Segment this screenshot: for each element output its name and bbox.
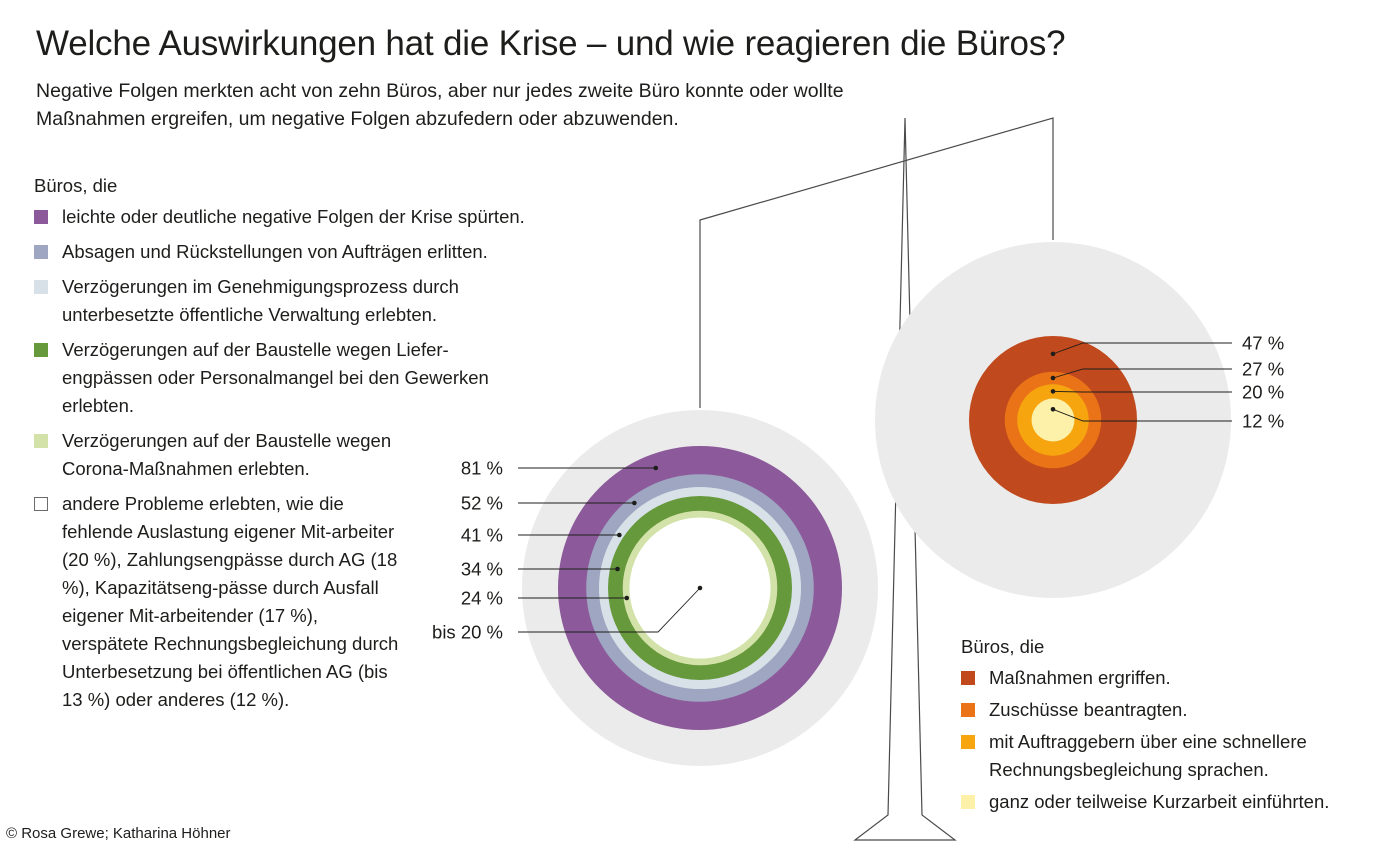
leader-line xyxy=(1052,408,1232,422)
left-circles: 81 % 52 % 41 % 34 % 24 % bis 20 % xyxy=(432,410,878,766)
center-pillar xyxy=(853,117,957,841)
leader-dot xyxy=(615,566,620,572)
right-legend-title: Büros, die xyxy=(961,636,1045,657)
right-legend-item: Zuschüsse beantragten. xyxy=(961,696,1391,724)
leader-dot xyxy=(653,465,659,471)
legend-label: Absagen und Rückstellungen von Aufträgen… xyxy=(62,241,488,262)
leader-dot xyxy=(632,500,637,506)
leader-dot xyxy=(624,595,630,601)
legend-swatch xyxy=(961,671,975,685)
left-legend-item: leichte oder deutliche negative Folgen d… xyxy=(34,203,569,231)
left-legend-title: Büros, die xyxy=(34,175,118,196)
right-legend-item: Maßnahmen ergriffen. xyxy=(961,664,1391,692)
legend-swatch xyxy=(34,210,48,224)
right-circles: 47 % 27 %20 % 12 % xyxy=(875,242,1284,598)
value-label: 81 % xyxy=(461,458,503,479)
leader-line xyxy=(1052,342,1232,355)
legend-label: Maßnahmen ergriffen. xyxy=(989,667,1171,688)
legend-label: leichte oder deutliche negative Folgen d… xyxy=(62,206,525,227)
legend-label: mit Auftraggebern über eine schnellere R… xyxy=(989,731,1307,780)
legend-label: ganz oder teilweise Kurzarbeit einführte… xyxy=(989,791,1330,812)
value-label: 27 % xyxy=(1242,359,1284,380)
left-legend: leichte oder deutliche negative Folgen d… xyxy=(34,203,569,721)
leader-dot xyxy=(1050,406,1056,412)
left-legend-item: Verzögerungen auf der Baustelle wegen Li… xyxy=(34,336,532,420)
leader-line xyxy=(518,587,701,633)
value-label: 47 % xyxy=(1242,333,1284,354)
legend-label: andere Probleme erlebten, wie die fehlen… xyxy=(62,493,399,710)
credit: © Rosa Grewe; Katharina Höhner xyxy=(6,825,231,842)
legend-swatch xyxy=(961,703,975,717)
value-label: 12 % xyxy=(1242,411,1284,432)
value-label: 52 % xyxy=(461,493,503,514)
legend-swatch xyxy=(34,245,48,259)
leader-dot xyxy=(1050,389,1056,394)
page-subtitle: Negative Folgen merkten acht von zehn Bü… xyxy=(36,80,844,130)
value-label: 41 % xyxy=(461,525,503,546)
right-legend-item: ganz oder teilweise Kurzarbeit einführte… xyxy=(961,788,1391,816)
legend-swatch xyxy=(34,497,48,511)
legend-label: Zuschüsse beantragten. xyxy=(989,699,1188,720)
balance-frame xyxy=(699,117,1054,841)
right-legend: Maßnahmen ergriffen. Zuschüsse beantragte… xyxy=(961,664,1391,820)
legend-label: Verzögerungen auf der Baustelle wegen Li… xyxy=(62,339,489,416)
legend-swatch xyxy=(34,343,48,357)
value-label: bis 20 % xyxy=(432,622,503,643)
ring-12 xyxy=(1031,398,1075,442)
leader-line xyxy=(1052,368,1232,379)
legend-swatch xyxy=(34,434,48,448)
value-label: 24 % xyxy=(461,588,503,609)
leader-dot xyxy=(1050,351,1056,357)
left-legend-item: Absagen und Rückstellungen von Aufträgen… xyxy=(34,238,569,266)
left-arm xyxy=(699,117,1054,408)
legend-label: Verzögerungen auf der Baustelle wegen Co… xyxy=(62,430,392,479)
left-legend-item: andere Probleme erlebten, wie die fehlen… xyxy=(34,490,407,714)
value-label: 20 % xyxy=(1242,382,1284,403)
right-legend-item: mit Auftraggebern über eine schnellere R… xyxy=(961,728,1391,784)
leader-dot xyxy=(1050,375,1056,381)
page-title: Welche Auswirkungen hat die Krise – und … xyxy=(36,24,1066,63)
legend-swatch xyxy=(34,280,48,294)
legend-swatch xyxy=(961,795,975,809)
value-label: 34 % xyxy=(461,559,503,580)
left-legend-item: Verzögerungen auf der Baustelle wegen Co… xyxy=(34,427,392,483)
leader-line xyxy=(1052,390,1232,393)
legend-label: Verzögerungen im Genehmigungsprozess dur… xyxy=(62,276,459,325)
leader-dot xyxy=(617,532,622,538)
legend-swatch xyxy=(961,735,975,749)
leader-dot xyxy=(697,585,703,591)
left-legend-item: Verzögerungen im Genehmigungsprozess dur… xyxy=(34,273,569,329)
